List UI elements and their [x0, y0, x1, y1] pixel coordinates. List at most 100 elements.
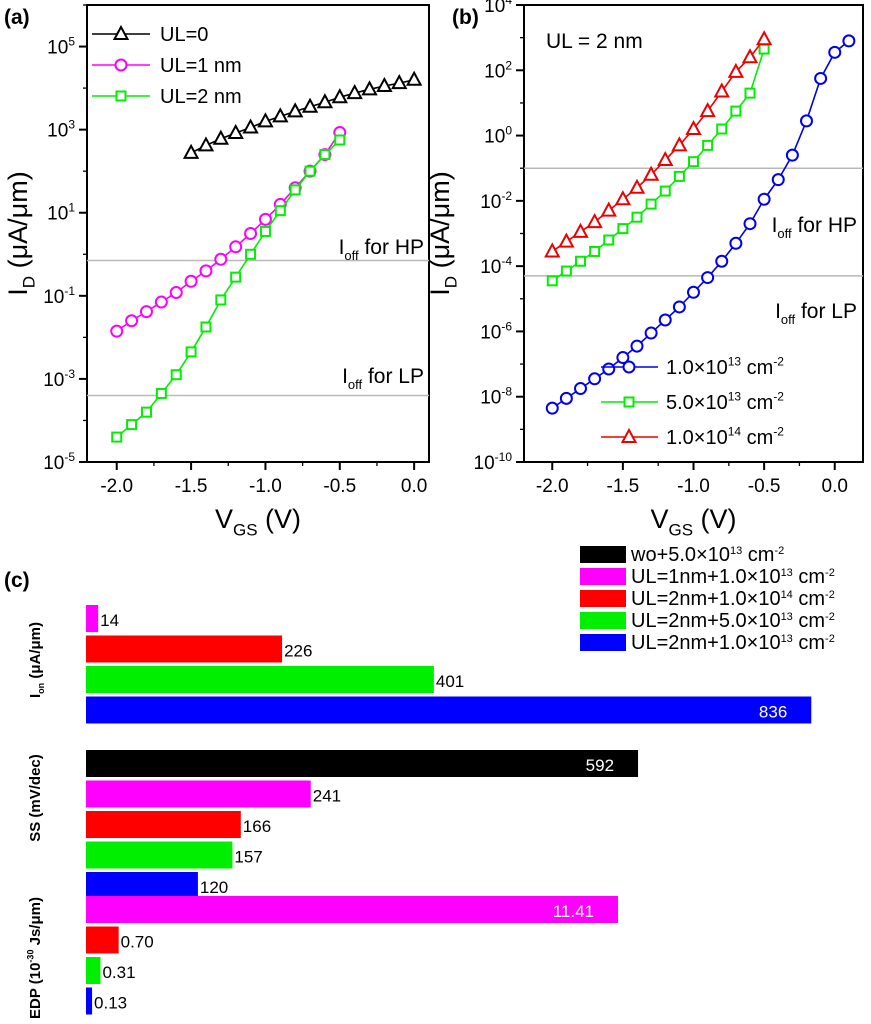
a-series-ul-2-nm-point [289, 184, 301, 196]
panel-c-group-i-on-a-m-bar-label: 14 [100, 611, 119, 630]
b-series-5-0-10-13-cm-2-point [560, 265, 572, 277]
a-series-ul-1-nm-point [125, 314, 139, 328]
b-y-axis-label: ID (μA/μm) [425, 171, 461, 295]
b-series-1-0-10-13-cm-2-point [588, 372, 602, 386]
panel-c-group-i-on-a-m-bar-label: 226 [284, 642, 312, 661]
a-series-ul-2-nm-point [230, 271, 242, 283]
b-y-tick-label: 10-4 [480, 254, 512, 278]
b-y-tick-label: 10-2 [480, 189, 512, 213]
b-ref-label-i-off-for-lp: Ioff for LP [775, 300, 857, 327]
panel-c-group-edp-10-30-js-m-label: EDP (10-30 Js/μm) [26, 897, 44, 1019]
panel-b-legend-label: 1.0×1014 cm-2 [666, 425, 784, 449]
a-series-ul-2-nm-point [215, 294, 227, 306]
panel-c-legend-label: UL=1nm+1.0×1013 cm-2 [631, 566, 835, 588]
a-series-ul-1-nm-point [244, 227, 258, 240]
panel-a-legend-label: UL=2 nm [160, 86, 242, 108]
a-series-ul-0-point [361, 80, 378, 96]
b-panel-label: (b) [452, 6, 479, 29]
b-series-1-0-10-13-cm-2-point [644, 326, 658, 340]
a-series-ul-0-point [346, 83, 363, 100]
b-series-1-0-10-14-cm-2-point [600, 201, 617, 217]
b-series-1-0-10-14-cm-2-point [713, 82, 730, 98]
panel-c-group-edp-10-30-js-m-bar-label: 0.70 [121, 933, 154, 952]
a-x-tick-label: -1.5 [175, 476, 208, 497]
panel-a-legend-marker [115, 90, 127, 102]
a-x-tick-label: -0.5 [323, 476, 356, 497]
b-y-tick-label: 104 [484, 0, 512, 17]
b-series-5-0-10-13-cm-2-point [589, 245, 601, 257]
b-series-1-0-10-13-cm-2-point [715, 254, 729, 268]
panel-b-annotation: UL = 2 nm [546, 30, 643, 53]
a-series-ul-0-point [286, 102, 304, 118]
b-series-1-0-10-13-cm-2-point [559, 391, 573, 405]
b-series-1-0-10-14-cm-2-point [544, 242, 561, 258]
panel-b-legend-marker [623, 396, 635, 408]
b-series-5-0-10-13-cm-2-line [551, 48, 765, 282]
b-series-5-0-10-13-cm-2-point [716, 123, 728, 135]
panel-c-legend-label: UL=2nm+1.0×1014 cm-2 [631, 588, 835, 610]
b-series-1-0-10-13-cm-2-point [672, 300, 686, 314]
b-series-1-0-10-14-cm-2-point [657, 150, 674, 167]
b-series-1-0-10-14-cm-2-point [572, 222, 589, 238]
panel-c-legend-swatch [580, 590, 626, 607]
a-y-tick-label: 105 [47, 35, 75, 59]
b-series-5-0-10-13-cm-2-point [631, 211, 643, 223]
panel-c-group-i-on-a-m-bar [86, 666, 434, 693]
panel-b-chart: -2.0 -1.5 -1.0 -0.5 0.0 10-10 10-8 10-6 10-4 10-2… [425, 0, 864, 540]
a-x-tick-label: -1.0 [249, 476, 282, 497]
b-series-1-0-10-13-cm-2-point [602, 362, 616, 376]
b-x-tick-label: -0.5 [748, 476, 781, 497]
b-y-tick-label: 10-8 [480, 385, 512, 409]
a-series-ul-0-point [242, 118, 259, 134]
panel-c-legend-swatch [580, 634, 626, 651]
a-series-ul-1-nm-point [139, 305, 153, 319]
b-series-1-0-10-13-cm-2-point [842, 34, 856, 48]
panel-b-legend-marker [620, 427, 638, 443]
panel-c-chart: (c)wo+5.0×1013 cm-2UL=1nm+1.0×1013 cm-2U… [4, 544, 835, 1019]
b-series-1-0-10-13-cm-2-point [729, 236, 743, 250]
panel-c-group-ss-mv-dec-bar-label: 120 [200, 878, 228, 897]
panel-c-group-edp-10-30-js-m-bar [86, 896, 618, 923]
panel-c-group-i-on-a-m-bar-label: 836 [759, 703, 787, 722]
a-series-ul-2-nm-point [185, 346, 197, 358]
panel-b-legend-label: 1.0×1013 cm-2 [666, 355, 784, 379]
b-series-1-0-10-13-cm-2-point [828, 45, 842, 59]
b-series-1-0-10-14-cm-2-point [628, 178, 646, 194]
a-series-ul-0-point [331, 88, 348, 104]
b-series-1-0-10-13-cm-2-point [757, 192, 771, 206]
panel-c-group-i-on-a-m-bar [86, 605, 99, 632]
panel-a-legend-label: UL=1 nm [160, 55, 242, 77]
a-y-axis-label: ID (μA/μm) [3, 171, 39, 295]
a-series-ul-2-nm-point [170, 369, 182, 381]
panel-c-group-edp-10-30-js-m-bar [86, 987, 93, 1015]
a-series-ul-2-nm-point [245, 248, 257, 260]
b-series-5-0-10-13-cm-2-point [730, 105, 742, 117]
a-series-ul-2-nm-point [334, 134, 346, 146]
panel-c-group-ss-mv-dec-bar [86, 780, 311, 808]
panel-c-group-ss-mv-dec-bar-label: 241 [313, 787, 341, 806]
panel-a-legend-label: UL=0 [160, 24, 208, 46]
a-series-ul-0-point [391, 74, 408, 90]
a-ref-label-i-off-for-lp: Ioff for LP [342, 365, 424, 392]
a-x-tick-label: -2.0 [100, 476, 133, 497]
a-x-axis-label: VGS (V) [215, 504, 301, 540]
panel-c-group-edp-10-30-js-m-bar-label: 0.13 [94, 994, 127, 1013]
a-series-ul-2-nm-point [140, 406, 152, 418]
a-series-ul-2-nm-point [259, 225, 271, 237]
a-series-ul-2-nm-point [274, 205, 286, 217]
b-y-tick-label: 100 [484, 124, 512, 148]
a-series-ul-2-nm-point [319, 149, 331, 161]
panel-c-group-i-on-a-m-bar [86, 635, 283, 663]
a-series-ul-1-nm-point [229, 240, 243, 254]
b-series-1-0-10-14-cm-2-point [614, 190, 632, 206]
a-series-ul-1-nm-point [110, 324, 124, 338]
panel-c-group-ss-mv-dec-bar-label: 592 [586, 756, 614, 775]
b-series-5-0-10-13-cm-2-point [546, 275, 558, 287]
panel-b-legend-marker [622, 360, 636, 374]
a-series-ul-0-point [376, 76, 393, 93]
a-series-ul-0-point [405, 70, 423, 86]
a-series-ul-1-nm-point [258, 212, 272, 226]
b-series-1-0-10-14-cm-2-point [671, 136, 688, 152]
b-series-5-0-10-13-cm-2-point [758, 43, 770, 55]
b-series-5-0-10-13-cm-2-point [603, 234, 615, 246]
